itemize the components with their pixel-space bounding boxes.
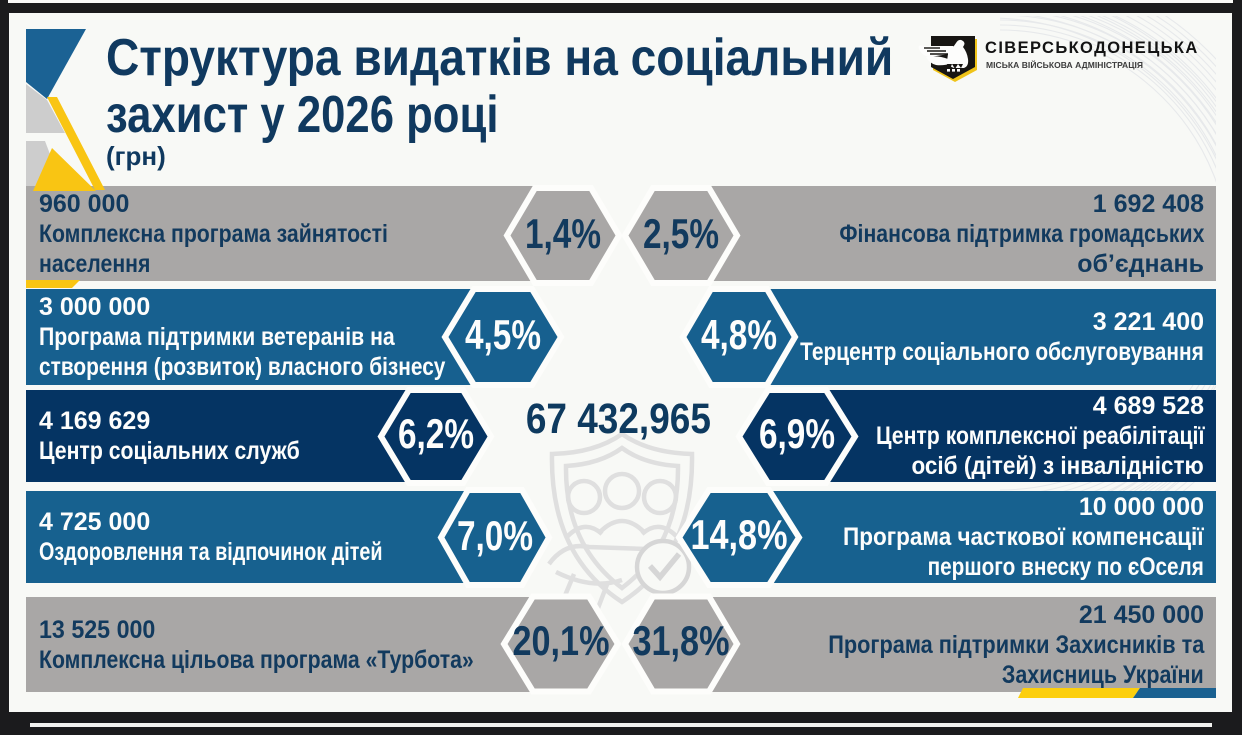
- svg-text:14,8%: 14,8%: [691, 511, 788, 558]
- svg-text:4,8%: 4,8%: [701, 311, 777, 358]
- svg-text:6,9%: 6,9%: [759, 410, 835, 457]
- svg-text:6,2%: 6,2%: [398, 410, 474, 457]
- svg-text:4,5%: 4,5%: [465, 311, 541, 358]
- svg-text:31,8%: 31,8%: [633, 617, 730, 664]
- svg-text:1,4%: 1,4%: [525, 210, 601, 257]
- svg-text:2,5%: 2,5%: [643, 210, 719, 257]
- svg-text:7,0%: 7,0%: [457, 512, 533, 559]
- svg-text:20,1%: 20,1%: [513, 617, 610, 664]
